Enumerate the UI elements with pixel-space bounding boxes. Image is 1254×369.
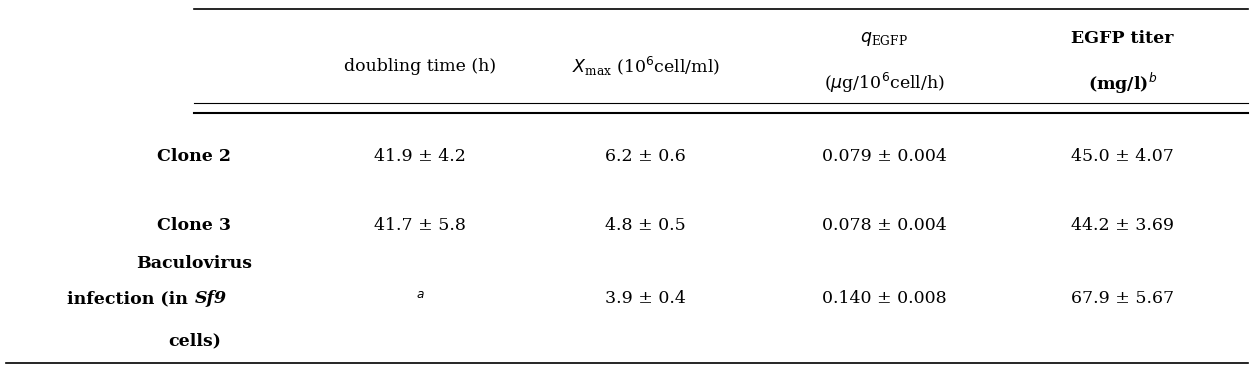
Text: 3.9 ± 0.4: 3.9 ± 0.4 bbox=[606, 290, 686, 307]
Text: 67.9 ± 5.67: 67.9 ± 5.67 bbox=[1071, 290, 1174, 307]
Text: 41.7 ± 5.8: 41.7 ± 5.8 bbox=[374, 217, 466, 234]
Text: 44.2 ± 3.69: 44.2 ± 3.69 bbox=[1071, 217, 1174, 234]
Text: EGFP titer: EGFP titer bbox=[1071, 30, 1174, 47]
Text: Sf9: Sf9 bbox=[194, 290, 227, 307]
Text: Baculovirus: Baculovirus bbox=[137, 255, 252, 272]
Text: 4.8 ± 0.5: 4.8 ± 0.5 bbox=[606, 217, 686, 234]
Text: 0.079 ± 0.004: 0.079 ± 0.004 bbox=[821, 148, 947, 165]
Text: cells): cells) bbox=[168, 333, 221, 350]
Text: $^a$: $^a$ bbox=[415, 290, 425, 307]
Text: ($\mu$g/10$^6$cell/h): ($\mu$g/10$^6$cell/h) bbox=[824, 71, 944, 95]
Text: 41.9 ± 4.2: 41.9 ± 4.2 bbox=[374, 148, 466, 165]
Text: infection (in: infection (in bbox=[68, 290, 194, 307]
Text: 0.078 ± 0.004: 0.078 ± 0.004 bbox=[821, 217, 947, 234]
Text: 0.140 ± 0.008: 0.140 ± 0.008 bbox=[821, 290, 947, 307]
Text: doubling time (h): doubling time (h) bbox=[344, 58, 497, 75]
Text: 45.0 ± 4.07: 45.0 ± 4.07 bbox=[1071, 148, 1174, 165]
Text: 6.2 ± 0.6: 6.2 ± 0.6 bbox=[606, 148, 686, 165]
Text: $\mathit{X}_\mathregular{max}$ (10$^6$cell/ml): $\mathit{X}_\mathregular{max}$ (10$^6$ce… bbox=[572, 55, 720, 78]
Text: Clone 2: Clone 2 bbox=[158, 148, 231, 165]
Text: (mg/l)$^b$: (mg/l)$^b$ bbox=[1087, 70, 1157, 96]
Text: $q_\mathregular{EGFP}$: $q_\mathregular{EGFP}$ bbox=[860, 30, 908, 48]
Text: Clone 3: Clone 3 bbox=[157, 217, 232, 234]
